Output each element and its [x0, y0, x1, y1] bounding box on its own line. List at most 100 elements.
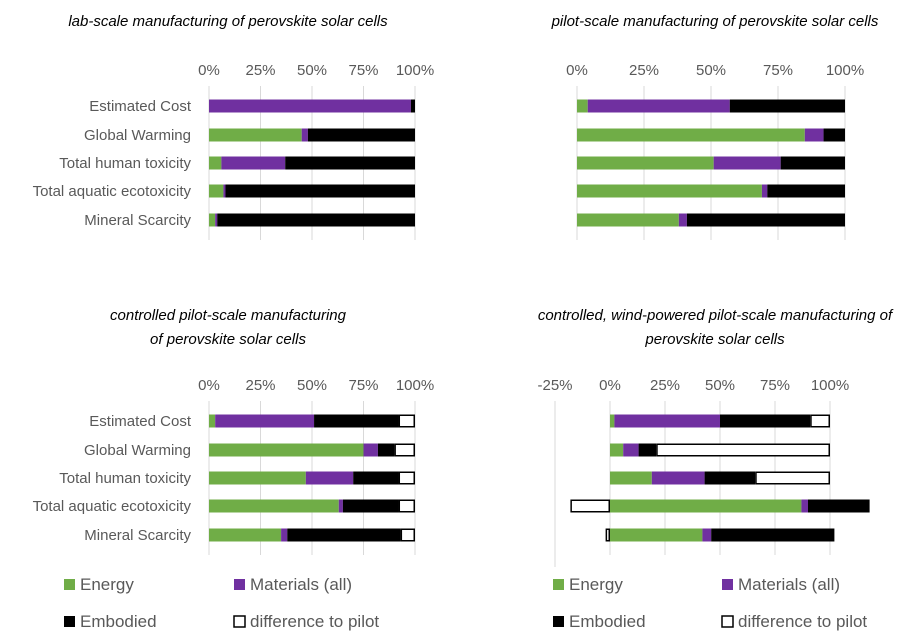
- bar-materials-all: [363, 443, 378, 457]
- chart-title: pilot-scale manufacturing of perovskite …: [551, 13, 879, 30]
- bar-materials-all: [623, 443, 639, 457]
- bar-energy: [209, 213, 216, 227]
- bar-embodied: [808, 499, 870, 513]
- bar-embodied: [711, 528, 835, 542]
- bar-materials-all: [301, 128, 308, 142]
- bar-energy: [209, 471, 306, 485]
- bar-energy: [209, 184, 224, 198]
- bar-embodied: [823, 128, 845, 142]
- legend-swatch-energy: [64, 579, 75, 590]
- x-tick-label: 100%: [396, 377, 434, 394]
- x-tick-label: 50%: [297, 377, 327, 394]
- category-label: Global Warming: [84, 442, 191, 459]
- x-tick-label: 0%: [566, 62, 588, 79]
- legend-label: Energy: [80, 575, 134, 594]
- x-tick-label: 75%: [763, 62, 793, 79]
- legend-label: Embodied: [80, 612, 157, 631]
- x-tick-label: 75%: [348, 62, 378, 79]
- bar-energy: [209, 156, 222, 170]
- bar-embodied: [410, 99, 415, 113]
- x-tick-label: 50%: [696, 62, 726, 79]
- bar-energy: [577, 156, 714, 170]
- bar-materials-all: [221, 156, 286, 170]
- bar-embodied: [314, 414, 399, 428]
- legend-swatch-difference: [233, 615, 246, 628]
- bar-materials-all: [281, 528, 288, 542]
- bar-materials-all: [338, 499, 343, 513]
- legend-label: Materials (all): [738, 575, 840, 594]
- bar-materials-all: [804, 128, 824, 142]
- bar-materials-all: [801, 499, 808, 513]
- legend-swatch-materials: [722, 579, 733, 590]
- bar-materials-all: [702, 528, 712, 542]
- bar-materials-all: [651, 471, 705, 485]
- bar-materials-all: [678, 213, 687, 227]
- bar-energy: [610, 499, 802, 513]
- bar-energy: [209, 414, 216, 428]
- category-label: Total human toxicity: [59, 155, 191, 172]
- bar-energy: [577, 128, 805, 142]
- category-label: Mineral Scarcity: [84, 212, 191, 229]
- chart-title: perovskite solar cells: [644, 331, 785, 348]
- bar-energy: [610, 414, 615, 428]
- category-label: Estimated Cost: [89, 98, 192, 115]
- bar-energy: [577, 184, 762, 198]
- bar-energy: [577, 99, 588, 113]
- bar-embodied: [704, 471, 756, 485]
- category-label: Total human toxicity: [59, 470, 191, 487]
- bar-difference-to-pilot: [400, 528, 415, 542]
- bar-materials-all: [215, 213, 218, 227]
- bar-embodied: [780, 156, 845, 170]
- x-tick-label: 100%: [396, 62, 434, 79]
- bar-embodied: [285, 156, 415, 170]
- x-tick-label: 25%: [245, 377, 275, 394]
- bar-difference-to-pilot: [656, 443, 831, 457]
- x-tick-label: 100%: [811, 377, 849, 394]
- bar-energy: [209, 499, 339, 513]
- bar-difference-to-pilot: [398, 471, 415, 485]
- x-tick-label: 75%: [348, 377, 378, 394]
- legend-swatch-embodied: [553, 616, 564, 627]
- bar-materials-all: [209, 99, 411, 113]
- bar-embodied: [353, 471, 399, 485]
- x-tick-label: 75%: [760, 377, 790, 394]
- legend-swatch-materials: [234, 579, 245, 590]
- bar-difference-to-pilot: [394, 443, 415, 457]
- bar-energy: [610, 443, 624, 457]
- bar-materials-all: [587, 99, 730, 113]
- x-tick-label: 50%: [705, 377, 735, 394]
- legend-swatch-difference: [721, 615, 734, 628]
- x-tick-label: -25%: [537, 377, 572, 394]
- bar-difference-to-pilot: [398, 414, 415, 428]
- bar-energy: [209, 443, 364, 457]
- category-label: Mineral Scarcity: [84, 527, 191, 544]
- bar-difference-to-pilot: [398, 499, 415, 513]
- bar-embodied: [287, 528, 401, 542]
- bar-difference-to-pilot: [570, 499, 611, 513]
- bar-energy: [209, 128, 302, 142]
- bar-materials-all: [215, 414, 315, 428]
- bar-energy: [209, 528, 282, 542]
- bar-energy: [610, 471, 652, 485]
- legend-swatch-energy: [553, 579, 564, 590]
- bar-embodied: [307, 128, 415, 142]
- chart-title: controlled, wind-powered pilot-scale man…: [538, 307, 894, 324]
- bar-embodied: [342, 499, 399, 513]
- bar-materials-all: [761, 184, 768, 198]
- chart-title: controlled pilot-scale manufacturing: [110, 307, 347, 324]
- x-tick-label: 50%: [297, 62, 327, 79]
- chart-title: lab-scale manufacturing of perovskite so…: [68, 13, 388, 30]
- x-tick-label: 0%: [599, 377, 621, 394]
- x-tick-label: 100%: [826, 62, 864, 79]
- bar-embodied: [729, 99, 845, 113]
- bar-difference-to-pilot: [605, 528, 610, 542]
- bar-embodied: [225, 184, 415, 198]
- category-label: Estimated Cost: [89, 413, 192, 430]
- category-label: Total aquatic ecotoxicity: [33, 498, 192, 515]
- bar-materials-all: [614, 414, 720, 428]
- bar-embodied: [638, 443, 657, 457]
- legend-label: Energy: [569, 575, 623, 594]
- legend-label: difference to pilot: [250, 612, 379, 631]
- x-tick-label: 25%: [245, 62, 275, 79]
